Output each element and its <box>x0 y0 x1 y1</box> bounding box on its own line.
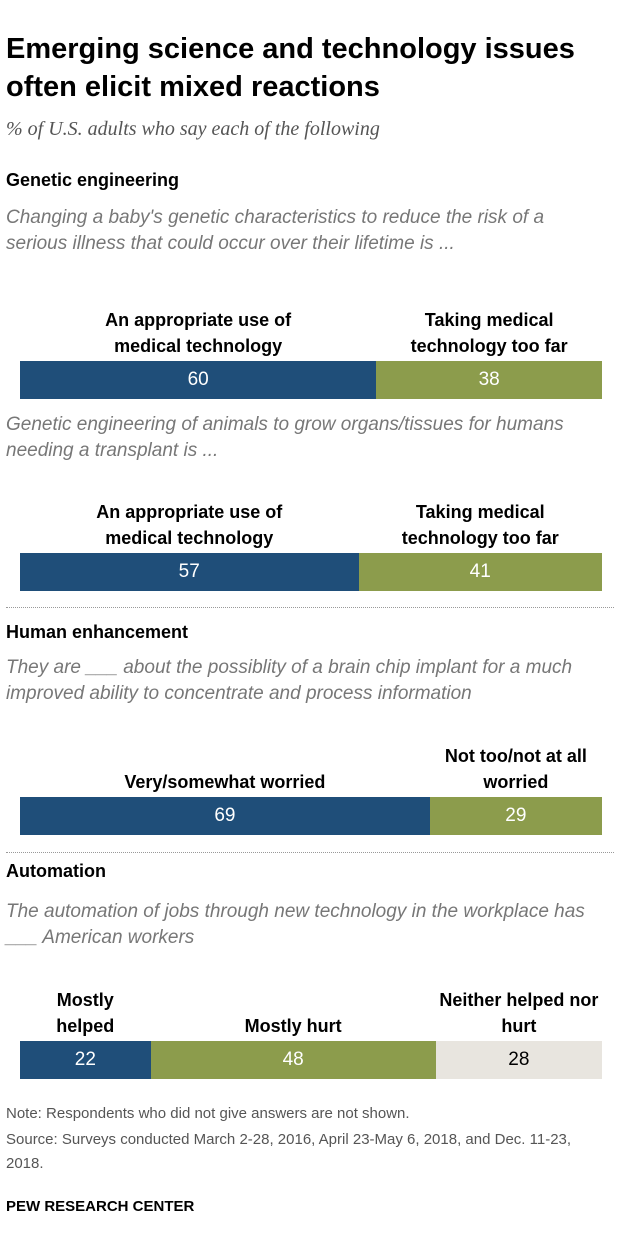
category-label: Mostly helped <box>56 990 115 1036</box>
data-label: 22 <box>74 1049 96 1070</box>
data-label: 38 <box>478 369 500 390</box>
bar-segment: 38 <box>376 361 602 399</box>
category-label: Very/somewhat worried <box>124 772 326 792</box>
question-brain-chip: They are ___ about the possiblity of a b… <box>6 657 573 704</box>
bar-segment: 29 <box>429 797 602 835</box>
pew-credit: PEW RESEARCH CENTER <box>6 1198 195 1215</box>
bar-segment: 69 <box>20 797 430 835</box>
data-label: 29 <box>505 805 527 826</box>
category-label: Taking medical technology too far <box>401 502 559 548</box>
category-label: Not too/not at all worried <box>444 746 587 792</box>
chart-source: Source: Surveys conducted March 2-28, 20… <box>6 1131 572 1172</box>
question-animal-organs: Genetic engineering of animals to grow o… <box>6 414 564 461</box>
data-label: 41 <box>469 561 491 582</box>
section-genetic-engineering: Genetic engineering <box>6 170 180 190</box>
data-label: 60 <box>187 369 209 390</box>
bar-segment: 28 <box>435 1041 602 1079</box>
divider <box>6 607 614 608</box>
bar-segment: 22 <box>20 1041 151 1079</box>
category-label: An appropriate use of medical technology <box>105 310 292 356</box>
section-human-enhancement: Human enhancement <box>6 622 189 642</box>
category-label: Mostly hurt <box>244 1016 342 1036</box>
question-automation: The automation of jobs through new techn… <box>6 901 585 948</box>
bar-segment: 41 <box>358 553 602 591</box>
section-automation: Automation <box>6 861 106 881</box>
chart-subtitle: % of U.S. adults who say each of the fol… <box>6 118 380 140</box>
data-label: 28 <box>508 1049 530 1070</box>
data-label: 69 <box>214 805 236 826</box>
category-label: Neither helped nor hurt <box>439 990 599 1036</box>
data-label: 57 <box>178 561 200 582</box>
category-label: Taking medical technology too far <box>410 310 568 356</box>
divider <box>6 852 614 853</box>
bar-segment: 48 <box>150 1041 436 1079</box>
chart-note: Note: Respondents who did not give answe… <box>6 1105 410 1122</box>
chart-title: Emerging science and technology issues o… <box>6 33 575 103</box>
category-label: An appropriate use of medical technology <box>96 502 283 548</box>
data-label: 48 <box>282 1049 304 1070</box>
bar-segment: 57 <box>20 553 359 591</box>
bar-segment: 60 <box>20 361 377 399</box>
question-baby-genetics: Changing a baby's genetic characteristic… <box>6 207 545 254</box>
